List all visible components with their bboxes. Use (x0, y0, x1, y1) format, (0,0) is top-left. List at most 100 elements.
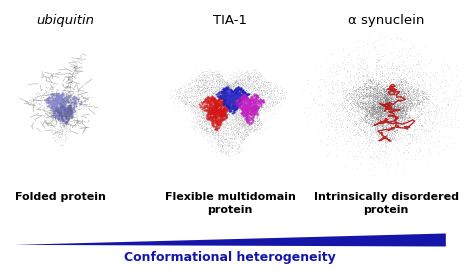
Point (191, 89, 199, 93)
Point (64, 108, 71, 112)
Point (374, 96, 381, 100)
Point (378, 126, 385, 130)
Point (395, 90, 402, 94)
Point (368, 73, 375, 78)
Point (347, 94, 355, 98)
Point (415, 109, 423, 114)
Point (238, 95, 246, 99)
Point (63, 106, 71, 111)
Point (232, 97, 239, 102)
Point (376, 93, 384, 98)
Point (380, 86, 388, 90)
Point (397, 87, 404, 91)
Point (67, 108, 75, 113)
Point (362, 116, 369, 120)
Point (194, 88, 202, 93)
Point (388, 105, 395, 109)
Point (63, 103, 70, 108)
Point (233, 96, 241, 100)
Point (183, 95, 191, 99)
Point (213, 109, 221, 114)
Point (226, 109, 234, 113)
Point (394, 110, 402, 115)
Point (410, 108, 418, 112)
Point (251, 88, 259, 93)
Point (213, 102, 221, 107)
Point (363, 111, 370, 115)
Point (369, 115, 377, 119)
Point (369, 94, 377, 98)
Point (228, 94, 236, 98)
Point (376, 117, 383, 121)
Point (397, 92, 404, 96)
Point (218, 94, 226, 98)
Point (373, 102, 381, 107)
Point (371, 109, 379, 113)
Point (62, 94, 69, 99)
Point (210, 106, 218, 110)
Point (363, 94, 370, 99)
Point (343, 98, 351, 102)
Point (375, 132, 383, 136)
Point (54, 106, 61, 111)
Point (64, 99, 72, 104)
Point (227, 140, 234, 145)
Point (383, 90, 390, 95)
Point (238, 80, 246, 85)
Point (235, 78, 242, 83)
Point (401, 112, 409, 116)
Point (381, 150, 389, 154)
Point (64, 119, 71, 123)
Point (222, 112, 229, 116)
Point (394, 94, 402, 98)
Point (248, 94, 256, 99)
Point (254, 121, 261, 125)
Point (373, 106, 380, 110)
Point (244, 92, 252, 96)
Point (224, 105, 232, 109)
Point (384, 129, 392, 133)
Point (228, 97, 236, 101)
Point (207, 103, 214, 107)
Point (56, 108, 64, 112)
Point (209, 119, 217, 123)
Point (234, 110, 242, 114)
Point (234, 104, 241, 108)
Point (214, 113, 221, 117)
Point (375, 108, 383, 112)
Point (238, 96, 246, 101)
Point (394, 121, 401, 126)
Point (243, 133, 251, 137)
Point (196, 76, 203, 80)
Point (225, 102, 232, 107)
Point (64, 119, 71, 123)
Point (199, 103, 206, 107)
Point (368, 140, 376, 144)
Point (357, 103, 365, 108)
Point (203, 80, 211, 85)
Point (219, 108, 227, 112)
Point (240, 124, 247, 128)
Point (391, 111, 399, 116)
Point (209, 119, 217, 124)
Point (210, 123, 217, 127)
Point (234, 79, 242, 84)
Point (208, 122, 216, 127)
Point (191, 128, 198, 132)
Point (206, 109, 214, 114)
Point (399, 107, 407, 111)
Point (223, 121, 230, 125)
Point (369, 105, 376, 110)
Point (244, 92, 251, 97)
Point (71, 117, 78, 121)
Point (364, 109, 371, 113)
Point (370, 92, 378, 96)
Point (383, 111, 391, 115)
Point (212, 118, 220, 123)
Point (345, 53, 352, 57)
Point (230, 101, 237, 106)
Point (196, 102, 203, 106)
Point (262, 103, 270, 107)
Point (240, 107, 248, 111)
Point (417, 123, 424, 127)
